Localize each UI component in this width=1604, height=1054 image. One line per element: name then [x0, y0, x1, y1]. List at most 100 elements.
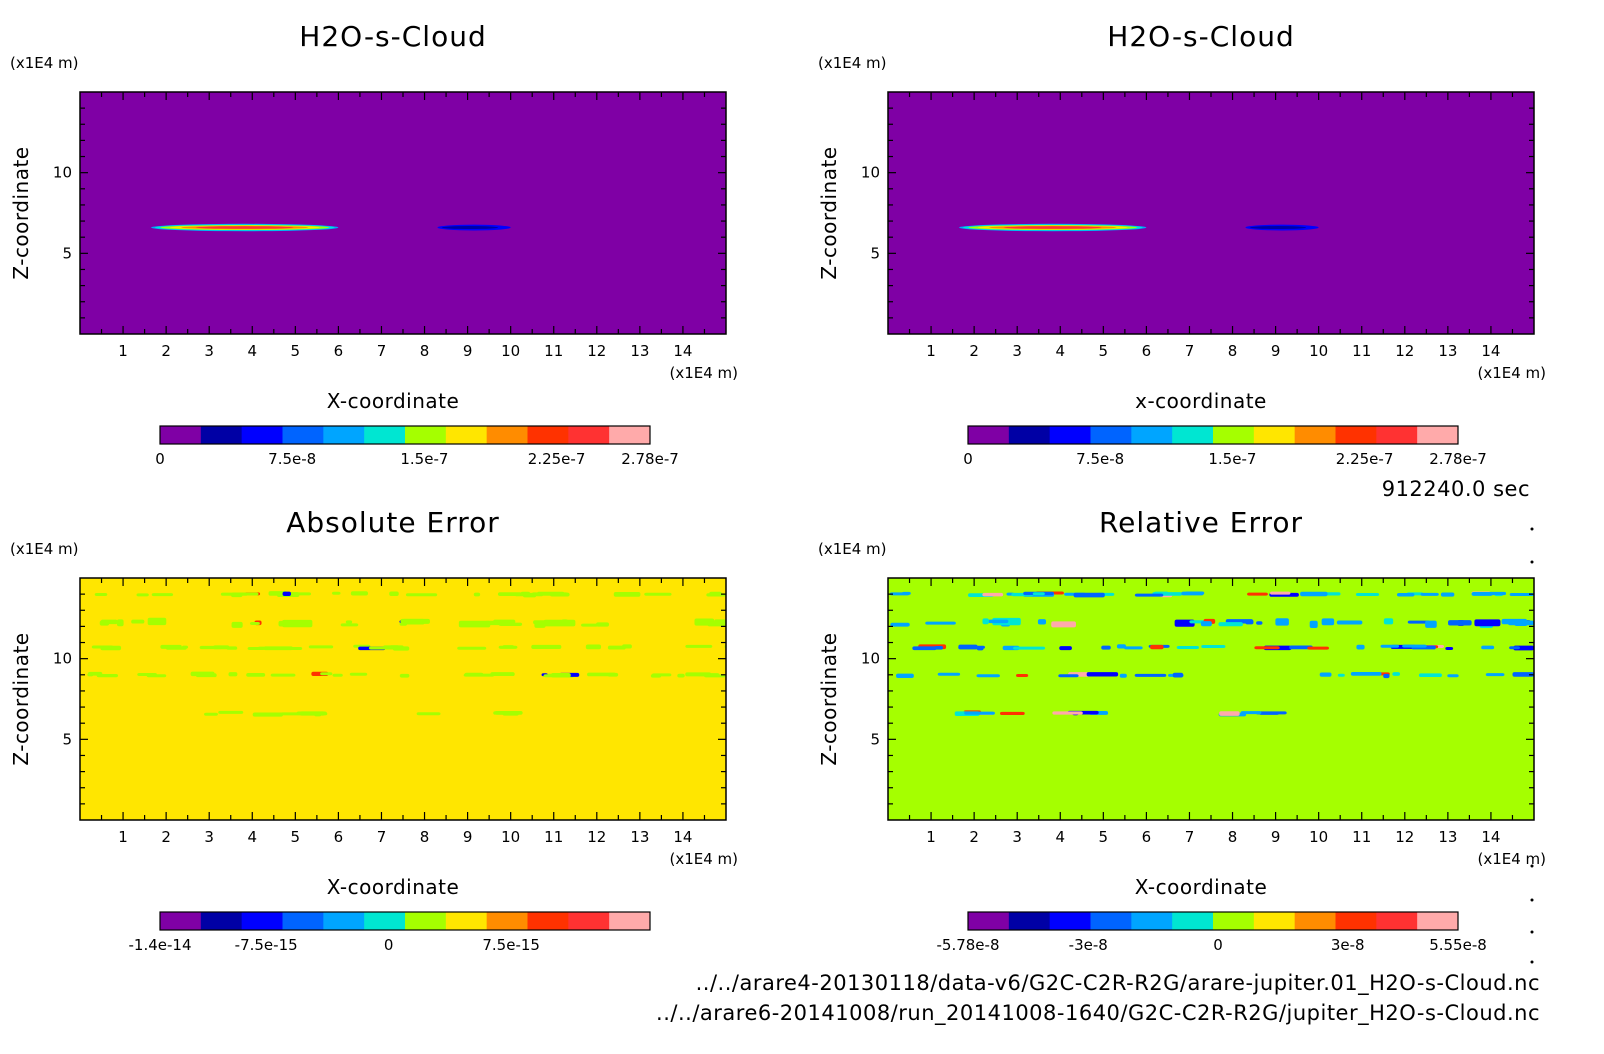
error-blob	[1383, 673, 1390, 679]
error-blob	[925, 621, 956, 625]
x-tick-label: 8	[1228, 342, 1238, 360]
error-blob	[1181, 591, 1204, 596]
x-unit-label: (x1E4 m)	[1477, 364, 1546, 382]
colorbar-swatch	[1417, 912, 1459, 930]
x-tick-label: 14	[673, 828, 692, 846]
colorbar-tick-label: -7.5e-15	[235, 936, 298, 954]
error-blob	[1481, 645, 1495, 650]
x-tick-label: 1	[926, 342, 936, 360]
colorbar-swatch	[405, 426, 447, 444]
error-blob	[1172, 672, 1184, 678]
x-tick-label: 3	[204, 828, 214, 846]
x-tick-label: 13	[630, 342, 649, 360]
plot-area	[888, 92, 1534, 334]
error-blob	[896, 673, 914, 679]
error-blob	[494, 711, 523, 715]
colorbar-swatch	[200, 426, 243, 444]
error-blob	[458, 620, 491, 628]
colorbar-tick-label: 2.78e-7	[1429, 450, 1487, 468]
time-label: 912240.0 sec	[1382, 477, 1530, 501]
error-blob	[1336, 620, 1363, 625]
x-tick-label: 11	[544, 828, 563, 846]
colorbar-tick-label: 7.5e-8	[268, 450, 316, 468]
y-axis: 5 10 Z-coordinate	[9, 107, 726, 319]
x-axis-label: X-coordinate	[1135, 875, 1268, 899]
x-tick-label: 9	[463, 342, 473, 360]
colorbar-swatch	[1131, 912, 1173, 930]
colorbar-swatch	[1253, 912, 1296, 930]
y-unit-label: (x1E4 m)	[10, 540, 79, 558]
error-blob	[1380, 644, 1400, 648]
error-blob	[1289, 645, 1313, 650]
error-blob	[199, 645, 223, 650]
error-blob	[1420, 592, 1439, 596]
x-tick-label: 3	[204, 342, 214, 360]
error-blob	[231, 592, 259, 596]
error-blob	[165, 646, 187, 650]
error-blob	[1474, 619, 1501, 627]
error-blob	[195, 673, 217, 678]
x-tick-label: 14	[673, 342, 692, 360]
colorbar-swatch	[968, 912, 1010, 930]
error-blob	[964, 711, 995, 715]
plot-area	[80, 578, 726, 820]
error-blob	[561, 619, 569, 626]
x-tick-label: 6	[1142, 342, 1152, 360]
error-blob	[1383, 618, 1394, 625]
colorbar-tick-label: 0	[384, 936, 394, 954]
error-blob	[644, 592, 672, 596]
x-tick-label: 4	[1055, 342, 1065, 360]
data-features	[151, 223, 511, 232]
error-blob	[937, 672, 961, 676]
error-blob	[268, 591, 288, 596]
error-blob	[405, 593, 438, 597]
y-tick-label: 10	[53, 650, 72, 668]
colorbar-swatch	[1172, 426, 1214, 444]
x-tick-label: 5	[291, 342, 301, 360]
x-tick-label: 12	[587, 828, 606, 846]
colorbar-swatch	[1049, 426, 1091, 444]
error-blob	[252, 712, 283, 717]
error-blob	[457, 646, 487, 650]
error-blob	[1440, 592, 1455, 597]
error-blob	[520, 591, 531, 596]
x-tick-label: 9	[463, 828, 473, 846]
error-blob	[889, 592, 910, 596]
x-tick-label: 10	[1309, 828, 1328, 846]
error-blob	[498, 645, 518, 649]
error-blob	[349, 672, 368, 676]
y-tick-label: 5	[62, 244, 72, 262]
colorbar-swatch	[445, 426, 488, 444]
colorbar-swatch	[1213, 912, 1255, 930]
colorbar-swatch	[282, 912, 324, 930]
error-blob	[1418, 673, 1442, 678]
colorbar-swatch	[1253, 426, 1296, 444]
error-blob	[116, 619, 124, 627]
error-blob	[96, 674, 118, 678]
x-tick-label: 6	[1142, 828, 1152, 846]
margin-dots	[1530, 527, 1534, 964]
x-tick-label: 12	[1395, 828, 1414, 846]
colorbar-swatch	[609, 426, 651, 444]
error-blob	[622, 644, 632, 649]
cloud-contour-red	[196, 226, 294, 229]
x-tick-label: 4	[1055, 828, 1065, 846]
error-blob	[912, 646, 937, 651]
colorbar-swatch	[486, 912, 528, 930]
error-blob	[1445, 646, 1454, 650]
colorbar-tick-label: 2.25e-7	[528, 450, 586, 468]
colorbar-swatch	[486, 426, 528, 444]
x-tick-label: 2	[161, 828, 171, 846]
colorbar-tick-label: 1.5e-7	[1208, 450, 1256, 468]
y-tick-label: 5	[870, 244, 880, 262]
x-tick-label: 8	[1228, 828, 1238, 846]
error-blob	[296, 711, 327, 715]
error-blob	[550, 673, 571, 678]
cloud-contour-navy	[1249, 226, 1307, 230]
colorbar-swatch	[1213, 426, 1255, 444]
error-blob	[331, 591, 341, 595]
colorbar-swatch	[364, 426, 406, 444]
error-blob	[249, 622, 260, 626]
error-blob	[1058, 674, 1079, 678]
colorbar-swatch	[241, 912, 283, 930]
